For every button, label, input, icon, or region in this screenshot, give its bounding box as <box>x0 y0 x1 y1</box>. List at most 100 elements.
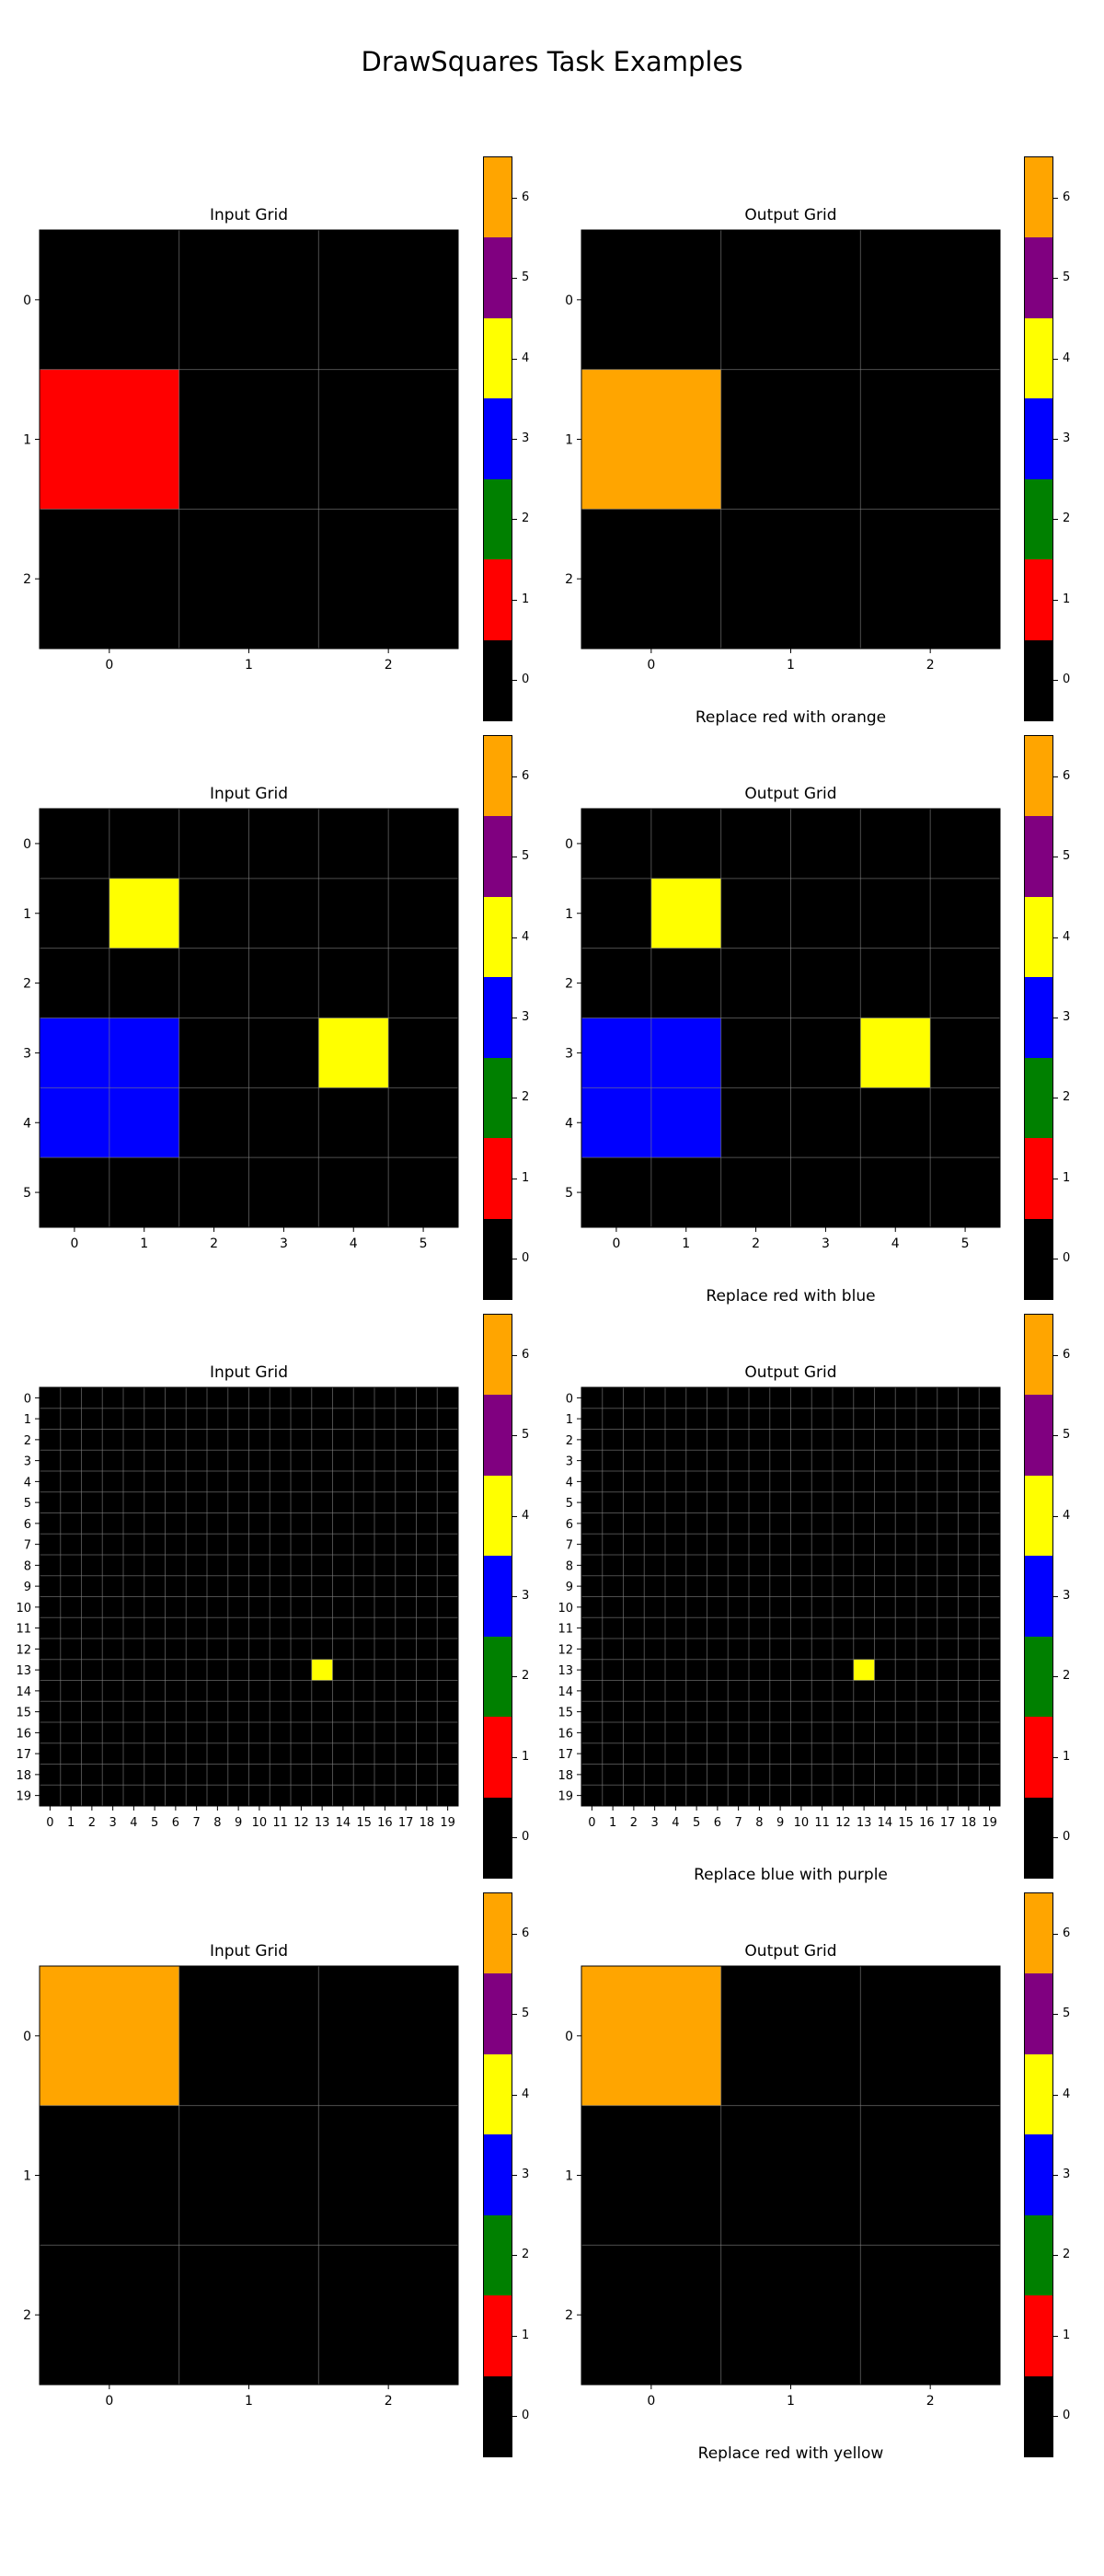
y-tick-label: 2 <box>23 977 31 992</box>
colorbar-segment <box>484 398 512 479</box>
grid-cell <box>353 1491 375 1513</box>
grid-cell <box>227 1408 249 1430</box>
y-tick-label: 9 <box>24 1581 31 1594</box>
x-tick-label: 10 <box>794 1816 810 1830</box>
grid-cell <box>602 1408 624 1430</box>
grid-cell <box>749 1680 771 1702</box>
y-tick-label: 5 <box>24 1497 31 1511</box>
colorbar-segment <box>484 1797 512 1878</box>
x-tick-label: 4 <box>891 1236 900 1251</box>
colorbar-segment <box>484 237 512 318</box>
grid-cell <box>833 1471 855 1493</box>
grid-cell <box>707 1534 729 1556</box>
grid-cell <box>728 1659 750 1681</box>
colorbar-tick-label: 3 <box>522 431 530 445</box>
grid-cell <box>353 1680 375 1702</box>
grid-cell <box>332 1639 354 1661</box>
grid-cell <box>227 1471 249 1493</box>
colorbar-segment <box>484 1636 512 1718</box>
grid-cell <box>581 1680 604 1702</box>
grid-cell <box>685 1742 707 1765</box>
colorbar-segment <box>484 478 512 560</box>
colorbar-tick-label: 4 <box>522 929 530 944</box>
grid-cell <box>207 1764 229 1786</box>
grid-cell <box>602 1534 624 1556</box>
grid-cell <box>833 1408 855 1430</box>
grid-cell <box>318 509 459 650</box>
grid-cell <box>853 1617 875 1639</box>
x-tick-label: 1 <box>609 1816 616 1830</box>
grid-cell <box>860 809 931 880</box>
grid-cell <box>144 1491 166 1513</box>
x-tick-label: 3 <box>280 1236 288 1251</box>
x-tick-label: 18 <box>961 1816 977 1830</box>
grid-cell <box>853 1555 875 1577</box>
grid-cell <box>833 1387 855 1409</box>
grid-cell <box>248 1742 270 1765</box>
colorbar-tick <box>1053 2014 1058 2016</box>
grid-cell <box>685 1471 707 1493</box>
grid-cell <box>602 1764 624 1786</box>
grid-cell <box>874 1680 896 1702</box>
grid-cell <box>248 1471 270 1493</box>
colorbar-tick <box>1053 680 1058 682</box>
grid-cell <box>207 1450 229 1472</box>
grid-cell <box>833 1680 855 1702</box>
grid-cell <box>581 1659 604 1681</box>
grid-cell <box>165 1785 187 1807</box>
grid-cell <box>416 1659 438 1681</box>
grid-cell <box>40 1785 62 1807</box>
colorbar-segment <box>1025 1717 1052 1798</box>
grid-cell <box>178 1018 249 1088</box>
colorbar-tick <box>512 1596 517 1597</box>
grid-cell <box>270 1617 292 1639</box>
colorbar-tick <box>512 2175 517 2176</box>
grid-cell <box>374 1534 397 1556</box>
y-tick-label: 15 <box>558 1707 573 1720</box>
grid-cell <box>769 1639 791 1661</box>
grid-cell <box>623 1680 645 1702</box>
grid-cell <box>833 1450 855 1472</box>
grid-cell <box>374 1471 397 1493</box>
grid-cell <box>311 1491 333 1513</box>
grid-cell <box>165 1742 187 1765</box>
grid-cell <box>416 1722 438 1744</box>
grid-cell <box>581 1534 604 1556</box>
colorbar: 6 5 4 3 2 1 0 <box>1024 156 1070 721</box>
grid-cell <box>958 1491 980 1513</box>
grid-cell <box>353 1742 375 1765</box>
grid-cell <box>707 1659 729 1681</box>
grid-cell <box>332 1575 354 1597</box>
grid-cell <box>958 1764 980 1786</box>
grid-cell <box>60 1575 82 1597</box>
grid-cell <box>311 1408 333 1430</box>
grid-cell <box>916 1680 938 1702</box>
colorbar-tick <box>512 1676 517 1678</box>
grid-cell <box>853 1680 875 1702</box>
grid-cell <box>728 1575 750 1597</box>
grid-cell <box>102 1450 124 1472</box>
grid-cell <box>769 1471 791 1493</box>
grid-cell <box>102 1617 124 1639</box>
colorbar-tick-label: 0 <box>1063 1251 1071 1266</box>
grid-cell <box>81 1555 103 1577</box>
colorbar-segment <box>1025 1057 1052 1139</box>
grid-cell <box>979 1785 1001 1807</box>
grid-cell <box>248 1408 270 1430</box>
grid-cell <box>416 1575 438 1597</box>
grid-cell <box>207 1387 229 1409</box>
grid-cell <box>437 1450 459 1472</box>
grid-cell <box>123 1680 145 1702</box>
x-tick-label: 15 <box>898 1816 914 1830</box>
grid-cell <box>374 1555 397 1577</box>
colorbar-segment <box>1025 2134 1052 2215</box>
grid-cell <box>248 1722 270 1744</box>
y-tick-label: 7 <box>566 1539 573 1553</box>
grid-cell <box>270 1534 292 1556</box>
grid-cell <box>916 1429 938 1451</box>
grid-cell <box>270 1575 292 1597</box>
grid-cell <box>650 948 721 1018</box>
colorbar-tick-label: 4 <box>522 2087 530 2101</box>
colorbar-segment <box>484 736 512 817</box>
grid-cell <box>811 1387 834 1409</box>
